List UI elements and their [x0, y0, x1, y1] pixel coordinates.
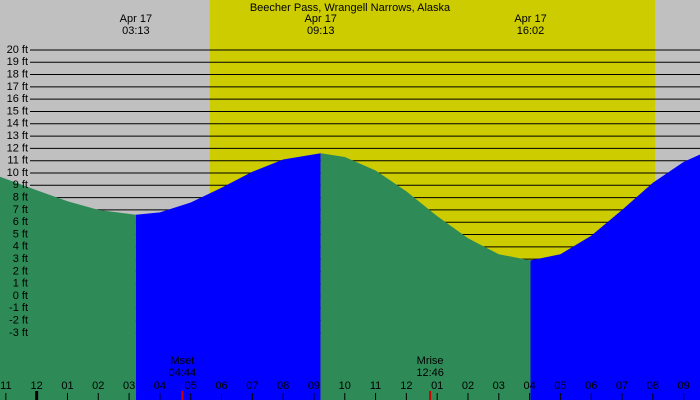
- extreme-time: 16:02: [517, 25, 545, 37]
- moon-label: Mrise: [417, 355, 444, 367]
- y-tick-label: 2 ft: [13, 265, 28, 277]
- x-tick-label: 08: [647, 380, 659, 392]
- x-tick-label: 09: [678, 380, 690, 392]
- y-tick-label: -3 ft: [9, 327, 28, 339]
- x-tick-label: 08: [277, 380, 289, 392]
- x-tick-label: 11: [0, 380, 11, 392]
- x-tick-label: 06: [215, 380, 227, 392]
- tide: [0, 153, 700, 400]
- moon-label: Mset: [170, 355, 194, 367]
- x-tick-label: 01: [431, 380, 443, 392]
- chart-title: Beecher Pass, Wrangell Narrows, Alaska: [250, 2, 451, 14]
- x-tick-label: 04: [154, 380, 166, 392]
- tide-area: [0, 176, 136, 400]
- x-tick-label: 11: [370, 380, 381, 392]
- y-tick-label: 17 ft: [7, 81, 28, 93]
- y-tick-label: 18 ft: [7, 68, 28, 80]
- y-tick-label: -1 ft: [9, 302, 28, 314]
- y-tick-label: 11 ft: [7, 155, 28, 167]
- x-tick-label: 02: [462, 380, 474, 392]
- y-tick-label: 10 ft: [7, 167, 28, 179]
- y-tick-label: 16 ft: [7, 93, 28, 105]
- y-tick-label: 3 ft: [13, 253, 28, 265]
- y-tick-label: -2 ft: [9, 315, 28, 327]
- y-tick-label: 20 ft: [7, 44, 28, 56]
- moon-time: 12:46: [416, 367, 444, 379]
- y-tick-label: 13 ft: [7, 130, 28, 142]
- y-tick-label: 9 ft: [13, 179, 28, 191]
- x-tick-label: 03: [493, 380, 505, 392]
- tide-area: [530, 154, 700, 400]
- x-tick-label: 12: [400, 380, 412, 392]
- y-tick-label: 19 ft: [7, 56, 28, 68]
- y-tick-label: 0 ft: [13, 290, 28, 302]
- y-tick-label: 7 ft: [13, 204, 28, 216]
- x-tick-label: 04: [523, 380, 535, 392]
- extreme-date: Apr 17: [120, 13, 152, 25]
- y-tick-label: 15 ft: [7, 105, 28, 117]
- moon-time: 04:44: [169, 367, 197, 379]
- x-tick-label: 07: [246, 380, 258, 392]
- extreme-date: Apr 17: [305, 13, 337, 25]
- tide-area: [135, 153, 321, 400]
- y-tick-label: 14 ft: [7, 118, 28, 130]
- x-tick-label: 06: [585, 380, 597, 392]
- extreme-date: Apr 17: [514, 13, 546, 25]
- tide-area: [320, 153, 531, 400]
- x-tick-label: 05: [554, 380, 566, 392]
- x-tick-label: 07: [616, 380, 628, 392]
- x-tick-label: 01: [61, 380, 73, 392]
- x-tick-label: 05: [185, 380, 197, 392]
- x-tick-label: 12: [31, 380, 43, 392]
- y-tick-label: 6 ft: [13, 216, 28, 228]
- x-tick-label: 03: [123, 380, 135, 392]
- y-tick-label: 4 ft: [13, 241, 28, 253]
- y-tick-label: 5 ft: [13, 228, 28, 240]
- y-tick-label: 8 ft: [13, 192, 28, 204]
- x-tick-label: 02: [92, 380, 104, 392]
- y-tick-label: 12 ft: [7, 142, 28, 154]
- x-tick-label: 10: [339, 380, 351, 392]
- extreme-time: 03:13: [122, 25, 150, 37]
- extreme-time: 09:13: [307, 25, 335, 37]
- x-tick-label: 09: [308, 380, 320, 392]
- y-tick-label: 1 ft: [13, 278, 28, 290]
